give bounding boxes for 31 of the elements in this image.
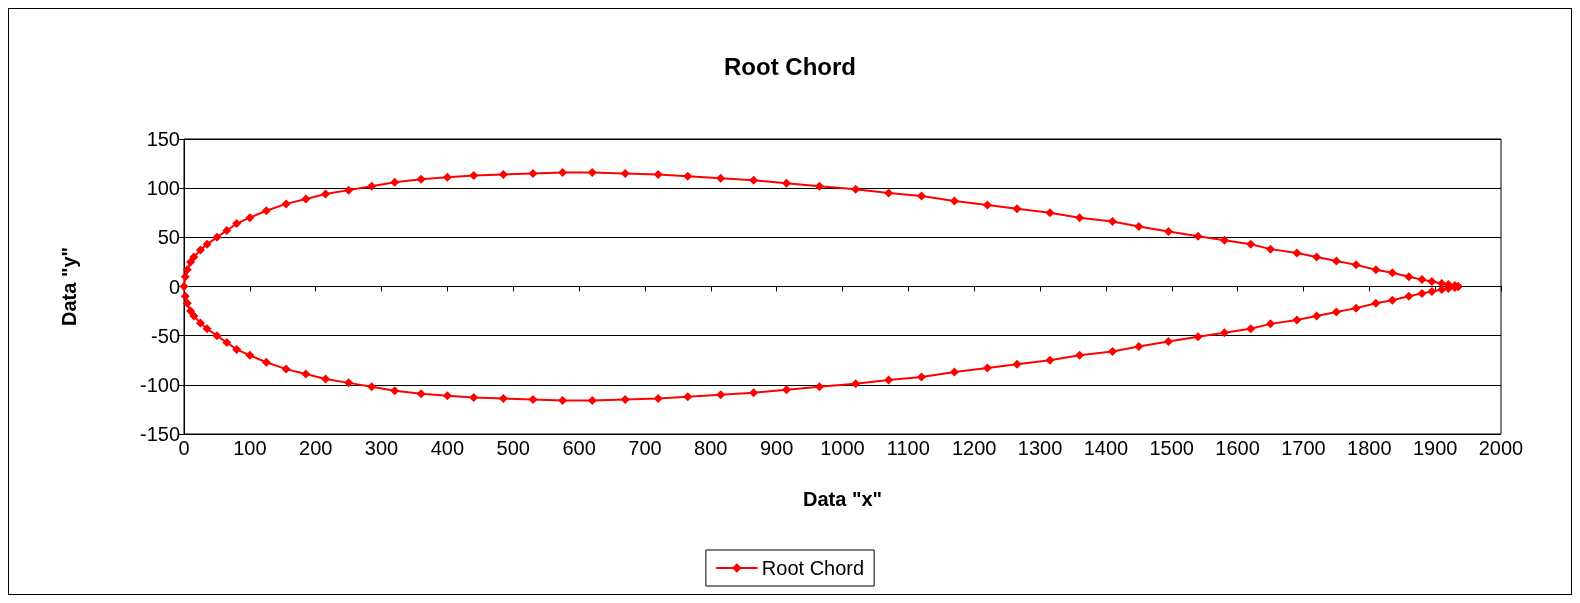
x-tick-label: 1800 [1347,437,1392,459]
x-tick-label: 100 [233,437,267,459]
x-tick-label: 300 [364,437,399,459]
x-tick-label: 800 [694,437,728,459]
x-tick-label: 1200 [951,437,997,459]
y-tick-label: 150 [146,128,180,150]
y-tick-label: -150 [139,423,180,445]
x-tick-label: 1600 [1215,437,1260,459]
x-axis-title: Data "x" [803,488,882,510]
chart-title: Root Chord [724,52,856,80]
x-tick-label: 500 [496,437,530,459]
y-tick-label: 50 [157,226,180,249]
x-tick-label: 2000 [1478,437,1524,459]
x-tick-label: 1900 [1412,437,1458,459]
x-tick-label: 1700 [1281,437,1326,459]
x-tick-label: 700 [628,437,662,459]
y-tick-label: 100 [146,177,180,200]
y-tick-label: -50 [151,324,180,347]
legend-label: Root Chord [761,557,865,579]
y-tick-label: 0 [168,275,180,298]
x-tick-label: 400 [430,437,465,459]
x-tick-label: 1300 [1017,437,1063,459]
y-axis-title: Data "y" [58,247,80,326]
x-tick-label: 1000 [820,437,865,459]
x-tick-label: 1100 [886,437,930,459]
x-tick-label: 1500 [1149,437,1194,459]
x-tick-label: 1400 [1083,437,1129,459]
x-tick-label: 900 [759,437,794,459]
y-tick-label: -100 [139,373,180,396]
x-tick-label: 200 [299,437,333,459]
x-tick-label: 600 [562,437,596,459]
